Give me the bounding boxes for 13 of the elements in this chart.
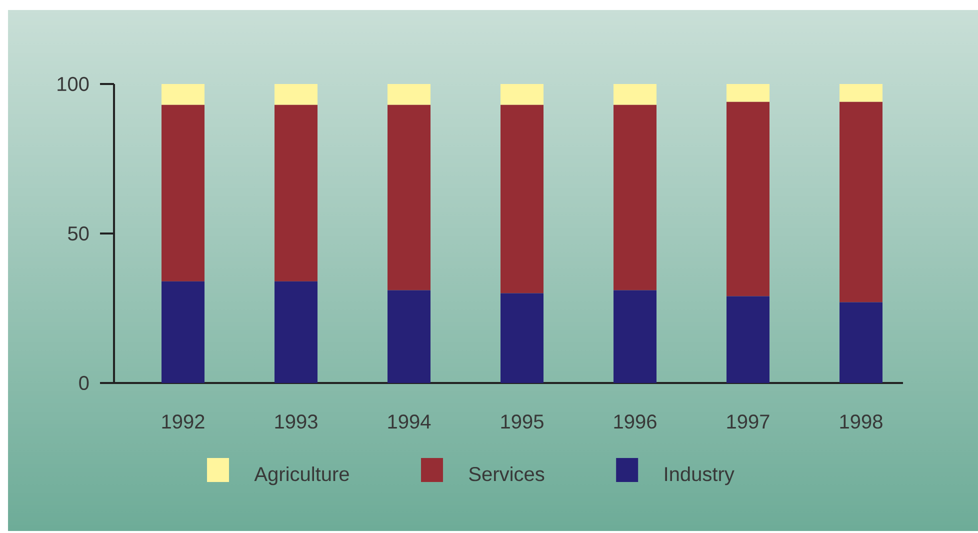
legend-label: Industry bbox=[665, 466, 734, 486]
y-tick-label: 50 bbox=[68, 226, 89, 241]
x-tick-label: 1998 bbox=[840, 414, 882, 429]
legend-label: Services bbox=[469, 466, 544, 482]
x-tick-label: 1992 bbox=[162, 414, 204, 429]
x-tick-label: 1994 bbox=[388, 414, 431, 429]
y-tick-label: 0 bbox=[79, 376, 89, 390]
y-tick-label: 100 bbox=[58, 76, 89, 92]
x-tick-label: 1993 bbox=[275, 414, 318, 429]
x-tick-label: 1995 bbox=[501, 414, 544, 429]
legend-label: Agriculture bbox=[254, 466, 349, 486]
x-tick-label: 1997 bbox=[727, 414, 770, 429]
x-tick-label: 1996 bbox=[614, 414, 656, 429]
